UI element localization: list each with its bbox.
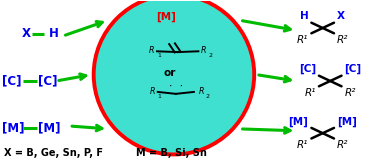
Text: · ·: · ·	[168, 82, 184, 91]
Text: R: R	[150, 87, 155, 96]
Text: [C]: [C]	[2, 75, 22, 87]
Text: [M]: [M]	[38, 122, 61, 135]
Text: 1: 1	[157, 53, 161, 58]
Text: 2: 2	[209, 53, 212, 58]
Text: H: H	[300, 11, 308, 21]
Text: X: X	[337, 11, 345, 21]
Text: [M]: [M]	[337, 116, 357, 127]
Ellipse shape	[94, 0, 254, 154]
Text: H: H	[48, 27, 58, 40]
Text: R¹: R¹	[297, 35, 308, 45]
Text: [C]: [C]	[38, 75, 58, 87]
Text: R: R	[198, 87, 204, 96]
Text: M = B, Si, Sn: M = B, Si, Sn	[136, 148, 207, 158]
Text: [C]: [C]	[299, 64, 316, 74]
Text: R²: R²	[337, 140, 349, 150]
Text: R²: R²	[337, 35, 349, 45]
Text: [M]: [M]	[288, 116, 308, 127]
Text: R: R	[201, 46, 206, 55]
Text: X: X	[22, 27, 30, 40]
Text: R¹: R¹	[297, 140, 308, 150]
Text: R¹: R¹	[305, 88, 316, 98]
Text: X = B, Ge, Sn, P, F: X = B, Ge, Sn, P, F	[5, 148, 104, 158]
Text: 1: 1	[158, 94, 162, 99]
Text: [M]: [M]	[156, 12, 177, 22]
Text: 2: 2	[205, 94, 209, 99]
Text: or: or	[164, 68, 177, 78]
Text: R²: R²	[344, 88, 356, 98]
Text: [M]: [M]	[2, 122, 25, 135]
Text: [C]: [C]	[344, 64, 362, 74]
Text: R: R	[149, 46, 154, 55]
